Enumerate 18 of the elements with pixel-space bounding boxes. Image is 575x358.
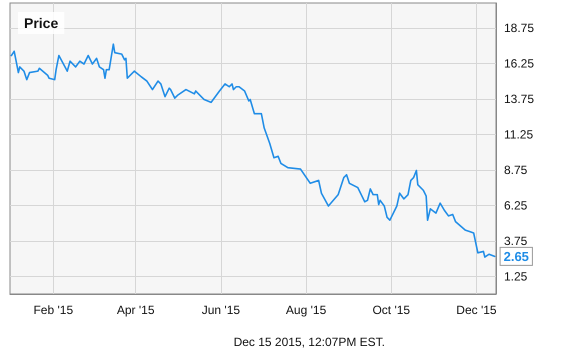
- y-tick-label: 18.75: [504, 20, 534, 35]
- text: Dec 15 2015, 12:07PM EST.: [234, 335, 386, 349]
- x-tick-label: Jun '15: [202, 303, 240, 317]
- y-tick-label: 13.75: [504, 92, 534, 106]
- x-tick-label: Dec '15: [456, 303, 497, 317]
- x-tick-label: Aug '15: [286, 303, 327, 317]
- y-tick-label: 6.25: [504, 198, 528, 212]
- y-tick-label: 3.75: [504, 234, 528, 248]
- y-tick-label: 11.25: [504, 127, 534, 142]
- y-tick-label: 16.25: [504, 56, 534, 70]
- x-tick-label: Feb '15: [33, 303, 74, 317]
- y-tick-label: 8.75: [504, 162, 528, 177]
- text: Price: [24, 15, 58, 31]
- line-series: [10, 43, 496, 258]
- x-tick-label: Oct '15: [372, 303, 410, 317]
- x-tick-label: Apr '15: [116, 303, 155, 317]
- annotation: 2.65: [504, 248, 529, 264]
- y-tick-label: 1.25: [504, 269, 528, 284]
